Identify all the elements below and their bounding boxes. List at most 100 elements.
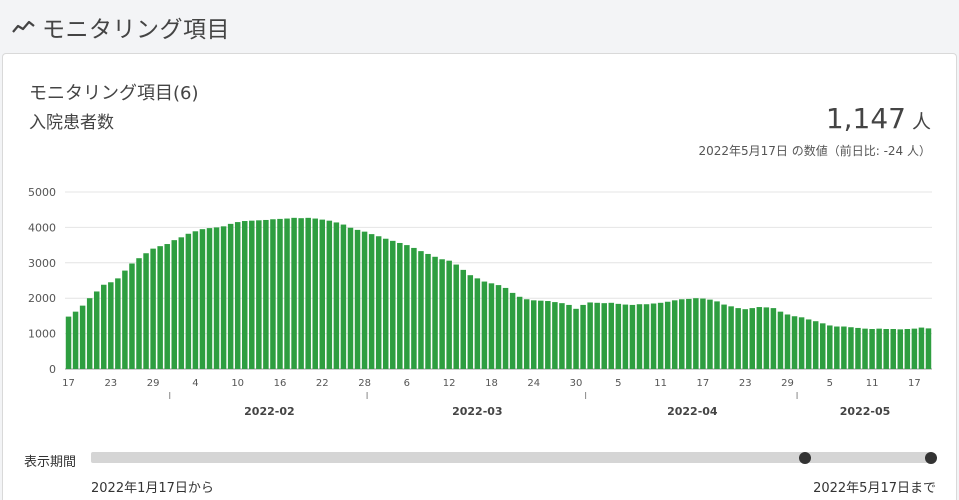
bar (841, 326, 847, 369)
bar (523, 299, 530, 369)
bar (65, 316, 72, 369)
bar (897, 329, 904, 369)
bar (615, 303, 622, 369)
bar (263, 219, 269, 369)
bar (587, 302, 593, 369)
bar (347, 227, 354, 369)
bar (756, 307, 763, 369)
bar (629, 304, 636, 369)
bar (812, 321, 819, 369)
bar (855, 327, 861, 369)
period-slider-end-handle[interactable] (925, 452, 937, 464)
bar (664, 301, 671, 369)
bar (418, 251, 424, 369)
bar (834, 326, 840, 369)
bar (164, 244, 170, 369)
bar (115, 278, 121, 369)
bar (291, 217, 297, 369)
bar (227, 223, 234, 369)
bar (559, 303, 565, 369)
current-value-unit: 人 (911, 111, 931, 133)
current-value: 1,147 人 (826, 102, 931, 135)
bar (601, 303, 607, 369)
bar (206, 228, 213, 369)
x-tick-label: 4 (192, 378, 198, 389)
bar (249, 220, 255, 369)
bar (509, 292, 516, 369)
bar (375, 236, 382, 369)
x-tick-label: 24 (527, 378, 540, 389)
bar (277, 218, 283, 369)
bar (530, 300, 537, 369)
bar (241, 221, 248, 369)
month-label: 2022-05 (840, 405, 891, 418)
bar (220, 226, 227, 369)
x-tick-label: 11 (866, 378, 879, 389)
bar (763, 307, 770, 369)
x-tick-label: 17 (908, 378, 921, 389)
bar (171, 240, 178, 369)
bar (404, 245, 410, 369)
month-label: 2022-02 (244, 405, 295, 418)
bar (679, 299, 685, 369)
bar (368, 234, 375, 369)
bar (305, 217, 311, 369)
bar (580, 304, 586, 369)
page-header: モニタリング項目 (0, 0, 959, 52)
bar (742, 309, 748, 369)
bar (502, 287, 509, 369)
x-tick-label: 17 (62, 378, 75, 389)
bar (516, 296, 523, 369)
bar (700, 298, 706, 369)
y-tick-label: 5000 (28, 186, 56, 199)
bar (312, 218, 318, 369)
bar (707, 299, 713, 369)
inpatient-bar-chart: 0 1000 2000 3000 4000 5000 17 23 29 4 10 16 22 28 6 12 1… (28, 186, 932, 418)
bar (791, 316, 798, 369)
bar (284, 218, 290, 369)
bar (594, 302, 600, 369)
x-tick-label: 5 (615, 378, 621, 389)
bar (467, 275, 474, 369)
bar (340, 224, 347, 369)
bar (129, 263, 135, 369)
bar (298, 218, 304, 369)
x-tick-label: 18 (485, 378, 498, 389)
bar (319, 219, 326, 369)
bar (382, 238, 389, 369)
x-tick-label: 16 (274, 378, 287, 389)
card-title: モニタリング項目(6) (29, 83, 199, 104)
period-slider-start-handle[interactable] (799, 452, 811, 464)
y-tick-label: 2000 (28, 292, 56, 305)
bar (199, 229, 206, 369)
period-end-label: 2022年5月17日まで (813, 481, 936, 496)
bar (805, 319, 812, 369)
trend-line-icon (12, 20, 35, 33)
bar (101, 284, 107, 369)
x-tick-label: 28 (358, 378, 371, 389)
bar (108, 282, 114, 369)
bar (333, 222, 340, 369)
bar (432, 256, 438, 369)
period-label: 表示期間 (24, 455, 77, 470)
x-tick-label: 29 (781, 378, 794, 389)
month-label: 2022-03 (452, 405, 503, 418)
month-label: 2022-04 (667, 405, 718, 418)
bar (566, 304, 572, 369)
bar (876, 328, 882, 369)
bar (213, 227, 220, 369)
bar (143, 253, 149, 369)
bar (911, 328, 918, 369)
bar (453, 264, 459, 369)
bar (671, 300, 678, 369)
bar (270, 219, 276, 369)
bar (545, 301, 551, 369)
bar (234, 222, 241, 369)
bar (93, 291, 100, 369)
bar (608, 302, 615, 369)
period-slider-track[interactable] (91, 452, 931, 463)
bar (735, 308, 741, 369)
current-value-number: 1,147 (825, 102, 906, 135)
y-tick-label: 1000 (28, 328, 56, 341)
bar (86, 298, 93, 369)
